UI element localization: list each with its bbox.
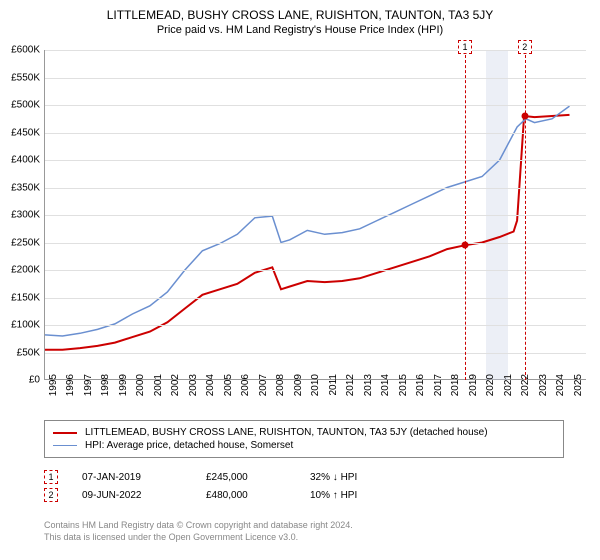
x-tick-label: 2011 [328, 374, 339, 414]
x-tick-label: 2004 [205, 374, 216, 414]
y-tick-label: £50K [4, 347, 40, 358]
y-tick-label: £100K [4, 320, 40, 331]
sales-table: 1 07-JAN-2019 £245,000 32% ↓ HPI 2 09-JUN-202… [44, 468, 410, 504]
x-tick-label: 2012 [345, 374, 356, 414]
x-tick-label: 2018 [450, 374, 461, 414]
y-tick-label: £300K [4, 210, 40, 221]
x-tick-label: 2025 [573, 374, 584, 414]
x-tick-label: 1999 [118, 374, 129, 414]
legend-item: HPI: Average price, detached house, Some… [53, 439, 555, 452]
gridline [45, 215, 586, 216]
sale-vline [465, 50, 466, 380]
gridline [45, 50, 586, 51]
y-tick-label: £150K [4, 292, 40, 303]
x-tick-label: 2019 [468, 374, 479, 414]
x-tick-label: 2002 [170, 374, 181, 414]
x-tick-label: 2014 [380, 374, 391, 414]
gridline [45, 78, 586, 79]
legend-swatch [53, 445, 77, 446]
y-tick-label: £400K [4, 155, 40, 166]
gridline [45, 160, 586, 161]
x-tick-label: 1997 [83, 374, 94, 414]
x-tick-label: 2022 [520, 374, 531, 414]
x-tick-label: 2008 [275, 374, 286, 414]
x-tick-label: 2005 [223, 374, 234, 414]
x-tick-label: 1996 [65, 374, 76, 414]
sale-dot [521, 113, 528, 120]
y-tick-label: £250K [4, 237, 40, 248]
legend-box: LITTLEMEAD, BUSHY CROSS LANE, RUISHTON, … [44, 420, 564, 458]
series-line-property [45, 115, 570, 350]
sale-marker-box: 1 [458, 40, 472, 54]
chart-container: LITTLEMEAD, BUSHY CROSS LANE, RUISHTON, … [0, 0, 600, 560]
sale-vline [525, 50, 526, 380]
footer-line-1: Contains HM Land Registry data © Crown c… [44, 520, 353, 532]
y-tick-label: £600K [4, 45, 40, 56]
sales-row-delta: 32% ↓ HPI [310, 472, 410, 483]
gridline [45, 325, 586, 326]
x-tick-label: 2013 [363, 374, 374, 414]
sale-marker-box: 2 [518, 40, 532, 54]
gridline [45, 105, 586, 106]
y-tick-label: £500K [4, 100, 40, 111]
y-tick-label: £200K [4, 265, 40, 276]
y-tick-label: £450K [4, 127, 40, 138]
sales-row-date: 07-JAN-2019 [82, 472, 182, 483]
x-tick-label: 2003 [188, 374, 199, 414]
sales-row: 1 07-JAN-2019 £245,000 32% ↓ HPI [44, 468, 410, 486]
sales-row-date: 09-JUN-2022 [82, 490, 182, 501]
gridline [45, 298, 586, 299]
x-tick-label: 2024 [555, 374, 566, 414]
sales-row-price: £245,000 [206, 472, 286, 483]
x-tick-label: 2017 [433, 374, 444, 414]
x-tick-label: 2016 [415, 374, 426, 414]
x-tick-label: 2021 [503, 374, 514, 414]
gridline [45, 243, 586, 244]
footer-attribution: Contains HM Land Registry data © Crown c… [44, 520, 353, 543]
chart-subtitle: Price paid vs. HM Land Registry's House … [0, 22, 600, 36]
x-tick-label: 2020 [485, 374, 496, 414]
legend-label: LITTLEMEAD, BUSHY CROSS LANE, RUISHTON, … [85, 427, 488, 438]
y-tick-label: £0 [4, 375, 40, 386]
legend-label: HPI: Average price, detached house, Some… [85, 440, 293, 451]
x-tick-label: 2009 [293, 374, 304, 414]
gridline [45, 188, 586, 189]
gridline [45, 353, 586, 354]
x-tick-label: 2010 [310, 374, 321, 414]
sales-row-marker: 2 [44, 488, 58, 502]
legend-item: LITTLEMEAD, BUSHY CROSS LANE, RUISHTON, … [53, 426, 555, 439]
x-tick-label: 2000 [135, 374, 146, 414]
x-tick-label: 2015 [398, 374, 409, 414]
plot-area [44, 50, 586, 380]
x-tick-label: 2023 [538, 374, 549, 414]
chart-title: LITTLEMEAD, BUSHY CROSS LANE, RUISHTON, … [0, 0, 600, 22]
sales-row-price: £480,000 [206, 490, 286, 501]
series-line-hpi [45, 106, 570, 336]
sales-row: 2 09-JUN-2022 £480,000 10% ↑ HPI [44, 486, 410, 504]
gridline [45, 270, 586, 271]
footer-line-2: This data is licensed under the Open Gov… [44, 532, 353, 544]
sales-row-marker: 1 [44, 470, 58, 484]
x-tick-label: 2006 [240, 374, 251, 414]
x-tick-label: 2007 [258, 374, 269, 414]
x-tick-label: 1998 [100, 374, 111, 414]
x-tick-label: 1995 [48, 374, 59, 414]
gridline [45, 133, 586, 134]
y-tick-label: £550K [4, 72, 40, 83]
x-tick-label: 2001 [153, 374, 164, 414]
legend-swatch [53, 432, 77, 434]
y-tick-label: £350K [4, 182, 40, 193]
sale-dot [461, 242, 468, 249]
sales-row-delta: 10% ↑ HPI [310, 490, 410, 501]
